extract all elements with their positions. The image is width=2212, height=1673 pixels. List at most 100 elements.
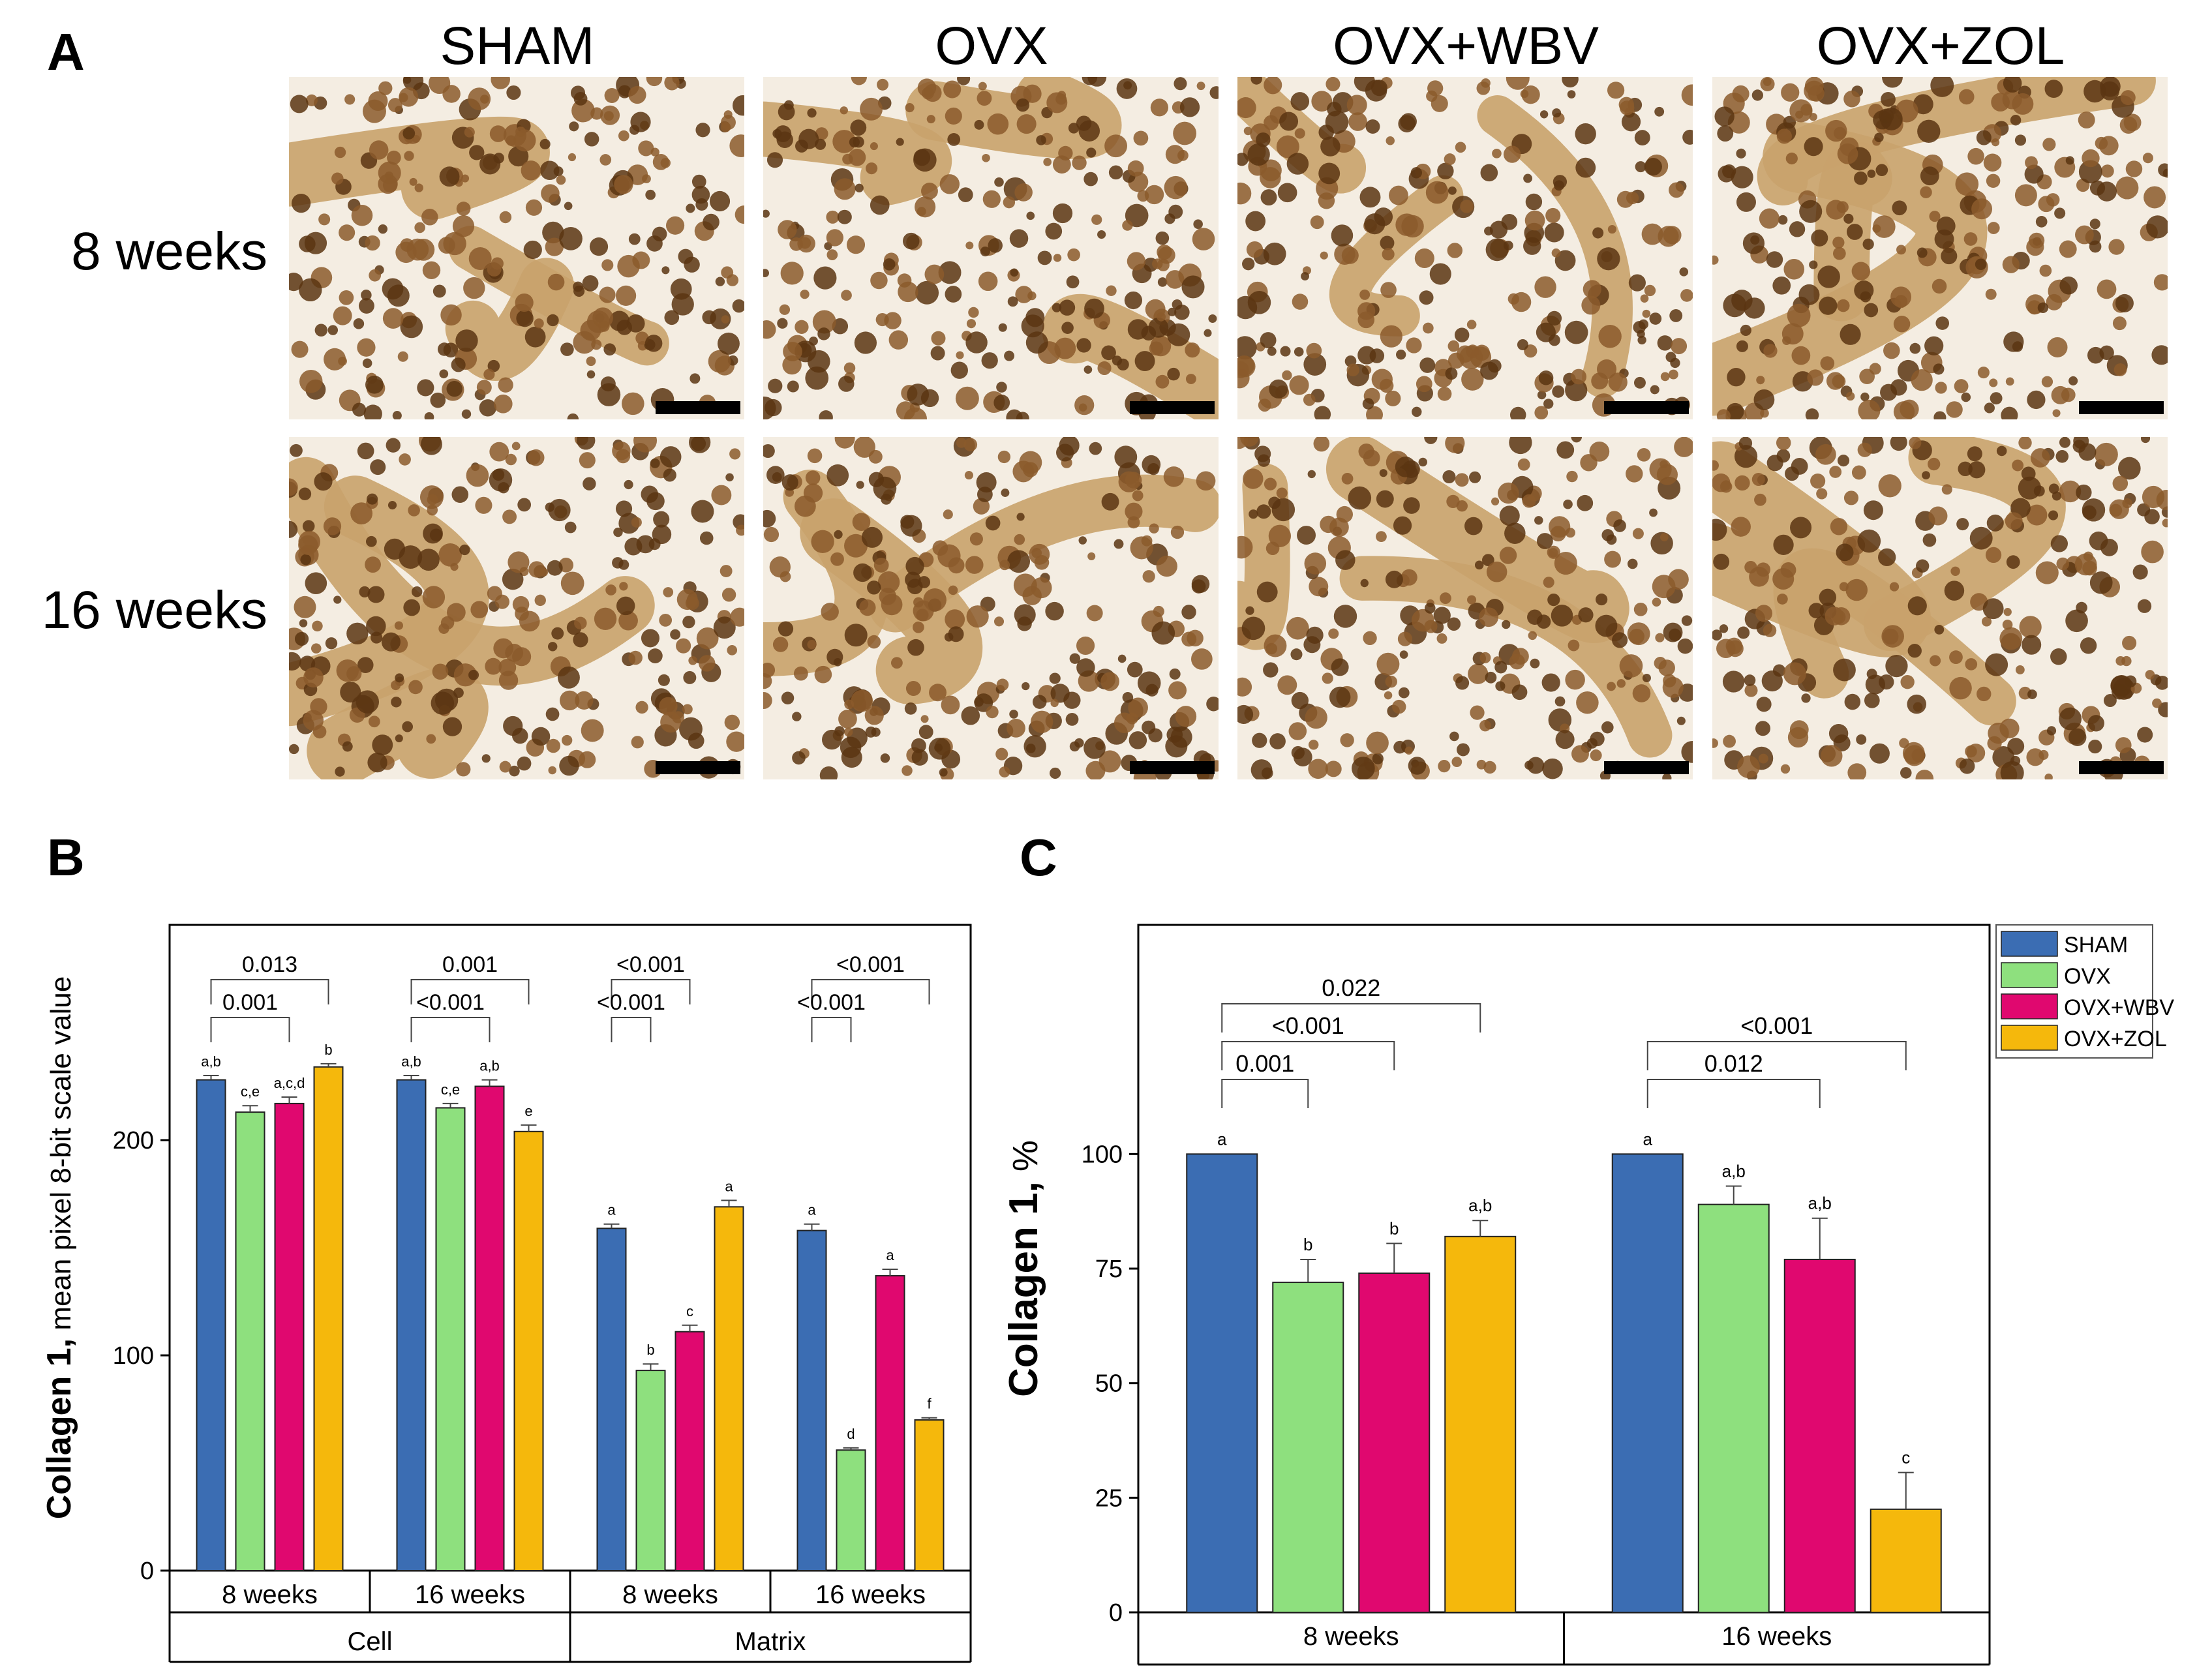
- marrow-cell: [904, 702, 917, 715]
- marrow-cell: [1977, 686, 1992, 702]
- marrow-cell: [630, 112, 651, 132]
- marrow-cell: [1335, 550, 1356, 570]
- marrow-cell: [2089, 571, 2113, 594]
- marrow-cell: [1845, 391, 1855, 401]
- marrow-cell: [1385, 570, 1403, 588]
- marrow-cell: [763, 526, 780, 543]
- marrow-cell: [1433, 607, 1451, 624]
- marrow-cell: [1595, 614, 1618, 637]
- marrow-cell: [976, 472, 997, 493]
- marrow-cell: [299, 235, 316, 252]
- marrow-cell: [1915, 770, 1934, 779]
- comparison-bracket: [1221, 1079, 1309, 1108]
- marrow-cell: [1157, 277, 1168, 287]
- marrow-cell: [763, 396, 776, 419]
- marrow-cell: [2083, 80, 2106, 103]
- marrow-cell: [1568, 639, 1580, 652]
- marrow-cell: [853, 437, 875, 458]
- marrow-cell: [631, 517, 642, 528]
- legend-label: OVX+WBV: [2064, 995, 2174, 1020]
- marrow-cell: [1268, 524, 1292, 547]
- marrow-cell: [1466, 344, 1479, 359]
- marrow-cell: [365, 235, 380, 251]
- marrow-cell: [618, 610, 638, 631]
- marrow-cell: [1933, 411, 1947, 419]
- marrow-cell: [1031, 710, 1053, 733]
- marrow-cell: [1885, 654, 1908, 678]
- marrow-cell: [843, 362, 856, 374]
- marrow-cell: [1538, 370, 1554, 385]
- marrow-cell: [1026, 211, 1035, 220]
- marrow-cell: [1525, 193, 1543, 211]
- p-value-label: 0.012: [1704, 1050, 1763, 1077]
- marrow-cell: [1941, 484, 1952, 495]
- marrow-cell: [819, 766, 838, 779]
- marrow-cell: [1613, 519, 1626, 532]
- marrow-cell: [438, 237, 455, 254]
- micrograph-img-16w-wbv: [1237, 437, 1693, 779]
- marrow-cell: [945, 609, 965, 630]
- marrow-cell: [663, 587, 674, 597]
- marrow-cell: [1928, 457, 1941, 471]
- marrow-cell: [1539, 110, 1549, 119]
- marrow-cell: [1170, 726, 1192, 748]
- marrow-cell: [918, 576, 931, 588]
- marrow-cell: [2112, 316, 2127, 331]
- marrow-cell: [571, 98, 595, 123]
- significance-letter: a: [607, 1202, 616, 1218]
- marrow-cell: [1286, 153, 1309, 175]
- marrow-cell: [1642, 309, 1651, 318]
- marrow-cell: [939, 768, 948, 777]
- significance-letter: a,b: [1468, 1196, 1492, 1215]
- marrow-cell: [1857, 442, 1872, 457]
- marrow-cell: [1506, 77, 1530, 90]
- y-axis-label-bold: Collagen 1,: [1001, 1181, 1046, 1397]
- marrow-cell: [1396, 350, 1406, 360]
- marrow-cell: [1900, 767, 1912, 779]
- marrow-cell: [950, 361, 968, 379]
- y-tick-label: 100: [113, 1342, 154, 1370]
- marrow-cell: [1759, 208, 1780, 229]
- marrow-cell: [641, 629, 659, 648]
- marrow-cell: [289, 652, 301, 671]
- marrow-cell: [1414, 248, 1434, 269]
- comparison-bracket: [210, 979, 329, 1004]
- marrow-cell: [1989, 378, 1998, 387]
- marrow-cell: [575, 691, 594, 710]
- marrow-cell: [1456, 500, 1468, 512]
- marrow-cell: [1419, 357, 1436, 373]
- marrow-cell: [527, 449, 545, 466]
- marrow-cell: [499, 211, 512, 224]
- marrow-cell: [1004, 350, 1014, 361]
- marrow-cell: [1598, 325, 1622, 348]
- marrow-cell: [1045, 601, 1064, 621]
- marrow-cell: [409, 177, 417, 186]
- marrow-cell: [644, 335, 663, 352]
- marrow-cell: [2014, 134, 2027, 146]
- marrow-cell: [848, 148, 866, 166]
- marrow-cell: [1637, 447, 1651, 462]
- marrow-cell: [1681, 740, 1693, 763]
- marrow-cell: [1712, 473, 1731, 492]
- marrow-cell: [724, 714, 740, 731]
- marrow-cell: [1265, 541, 1280, 556]
- marrow-cell: [1380, 325, 1402, 348]
- marrow-cell: [670, 629, 681, 640]
- marrow-cell: [1144, 185, 1164, 205]
- marrow-cell: [1491, 497, 1500, 505]
- marrow-cell: [1480, 361, 1498, 380]
- marrow-cell: [2065, 156, 2074, 165]
- marrow-cell: [1736, 340, 1748, 352]
- marrow-cell: [2000, 761, 2024, 779]
- scale-bar: [1130, 761, 1215, 774]
- micrograph-texture: [1237, 77, 1693, 419]
- comparison-bracket: [611, 979, 691, 1004]
- marrow-cell: [1086, 147, 1097, 158]
- marrow-cell: [1499, 505, 1520, 526]
- marrow-cell: [1142, 570, 1155, 583]
- marrow-cell: [357, 442, 374, 460]
- marrow-cell: [664, 77, 680, 91]
- marrow-cell: [521, 160, 541, 181]
- marrow-cell: [1245, 211, 1266, 232]
